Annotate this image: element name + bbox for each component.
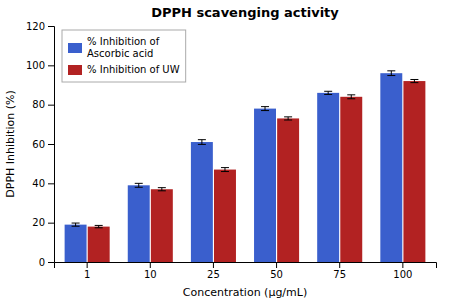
bar [403,81,425,262]
error-bar [158,188,166,191]
axis-line [55,263,437,269]
bar [214,170,236,262]
bar [88,227,110,262]
bar [191,142,213,262]
tick-mark [339,262,340,268]
tick-mark [48,262,54,263]
legend-box [62,30,186,82]
tick-label: 100 [26,60,45,71]
tick-mark [276,262,277,268]
bar [65,225,87,262]
bar [380,73,402,262]
tick: 40 [32,178,54,189]
tick: 100 [393,262,412,280]
x-axis: 1 10 25 50 75 100 [55,262,437,280]
axis-line [48,27,55,263]
tick-mark [150,262,151,268]
bar [317,93,339,262]
tick-label: 80 [32,99,45,110]
error-bar [135,183,143,187]
tick: 50 [270,262,283,280]
legend-swatch [68,65,82,75]
plot: 1 10 25 50 75 100 0 20 40 60 80 100 120 [26,21,437,280]
tick-label: 120 [26,21,45,32]
marks [65,71,426,262]
error-bar [198,140,206,145]
legend: % Inhibition ofAscorbic acid % Inhibition… [62,30,186,82]
bar [254,109,276,262]
tick: 1 [84,262,90,280]
y-axis: 0 20 40 60 80 100 120 [26,21,55,268]
tick-label: 50 [270,269,283,280]
tick-label: 0 [39,257,45,268]
error-bar [284,117,292,120]
bar [151,189,173,262]
legend-swatch [68,43,82,53]
tick-mark [48,223,54,224]
error-bar [72,223,80,226]
tick-label: 10 [144,269,157,280]
tick: 75 [333,262,346,280]
bar [128,185,150,262]
title: DPPH scavenging activity [151,5,339,20]
tick: 120 [26,21,54,32]
tick-label: 100 [393,269,412,280]
bar [340,97,362,262]
tick-label: 1 [84,269,90,280]
tick: 100 [26,60,54,71]
error-bar [324,91,332,94]
tick-mark [213,262,214,268]
chart: 1 10 25 50 75 100 0 20 40 60 80 100 120 DPPH scavengi… [0,0,450,304]
tick-label: 25 [207,269,220,280]
bar [277,118,299,262]
error-bar [347,95,355,99]
tick-label: 60 [32,139,45,150]
error-bar [95,225,103,227]
tick-mark [48,105,54,106]
legend-label: % Inhibition ofAscorbic acid [87,36,160,59]
tick-label: 75 [333,269,346,280]
tick-mark [48,26,54,27]
y-axis-title: DPPH Inhibition (%) [4,90,17,197]
tick-mark [48,183,54,184]
tick: 25 [207,262,220,280]
tick-mark [87,262,88,268]
error-bar [221,168,229,172]
tick-mark [48,144,54,145]
tick: 80 [32,99,54,110]
tick-label: 40 [32,178,45,189]
tick: 20 [32,217,54,228]
tick: 10 [144,262,157,280]
error-bar [387,71,395,76]
legend-label: % Inhibition of UW [87,64,180,75]
bar-series [88,79,426,262]
tick: 0 [39,257,54,268]
error-bar [410,79,418,82]
tick-mark [48,65,54,66]
x-axis-title: Concentration (μg/mL) [183,286,307,299]
error-bar [261,107,269,111]
tick-mark [402,262,403,268]
tick-label: 20 [32,217,45,228]
bar-series [65,71,403,262]
tick: 60 [32,139,54,150]
